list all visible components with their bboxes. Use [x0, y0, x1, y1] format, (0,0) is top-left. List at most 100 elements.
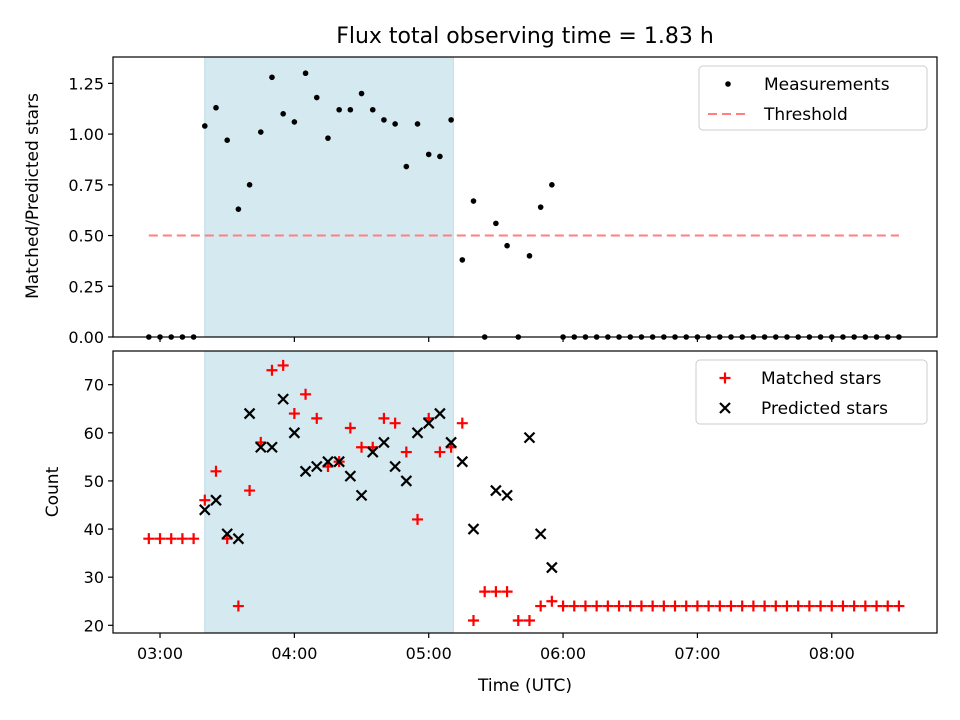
- matched-stars-point: [468, 614, 479, 626]
- matched-stars-point: [602, 600, 614, 612]
- predicted-stars-point: [355, 489, 368, 502]
- matched-stars-point: [456, 417, 468, 429]
- matched-stars-point: [501, 586, 513, 598]
- measurement-point: [224, 137, 230, 143]
- matched-stars-point: [680, 600, 692, 612]
- measurement-point: [381, 117, 387, 123]
- predicted-stars-point: [378, 436, 390, 449]
- matched-stars-point: [165, 533, 177, 545]
- matched-stars-point: [356, 441, 368, 453]
- predicted-stars-point: [411, 427, 424, 439]
- matched-stars-point: [770, 600, 782, 612]
- matched-stars-point: [277, 359, 289, 371]
- measurement-point: [302, 70, 309, 77]
- measurement-point: [347, 106, 354, 113]
- legend-box: [698, 65, 928, 131]
- plot-frame: [112, 56, 938, 338]
- matched-stars-point: [232, 600, 244, 612]
- predicted-stars-point: [199, 504, 211, 516]
- y-tick-label: 0.50: [68, 227, 104, 246]
- legend-marker-matched: [719, 372, 731, 384]
- measurement-point: [392, 121, 398, 127]
- measurement-point: [235, 206, 242, 212]
- matched-stars-point: [658, 600, 670, 612]
- plot-frame: [112, 350, 938, 634]
- legend-label: Predicted stars: [761, 399, 888, 419]
- matched-stars-point: [792, 600, 804, 612]
- measurement-point: [493, 220, 499, 227]
- matched-stars-point: [568, 600, 580, 612]
- matched-stars-point: [871, 600, 883, 612]
- x-tick-label: 07:00: [674, 644, 720, 663]
- predicted-stars-point: [288, 427, 301, 439]
- matched-stars-point: [893, 600, 905, 612]
- measurement-point: [280, 111, 286, 117]
- predicted-stars-point: [243, 407, 256, 420]
- matched-stars-point: [747, 600, 759, 612]
- predicted-stars-point: [523, 431, 536, 444]
- observing-window-span: [204, 56, 454, 338]
- matched-stars-point: [412, 513, 424, 525]
- matched-stars-point: [288, 408, 300, 420]
- measurement-point: [403, 163, 410, 170]
- matched-stars-point: [781, 600, 793, 612]
- matched-stars-point: [803, 600, 815, 612]
- predicted-stars-point: [221, 528, 233, 540]
- matched-stars-point: [635, 600, 647, 612]
- matched-stars-point: [624, 600, 636, 612]
- matched-stars-point: [579, 600, 591, 612]
- predicted-stars-point: [490, 484, 502, 497]
- measurement-point: [358, 90, 365, 97]
- legend-box: [695, 359, 928, 425]
- matched-stars-point: [546, 595, 558, 607]
- legend-label: Threshold: [763, 105, 848, 125]
- matched-stars-point: [300, 388, 312, 400]
- predicted-stars-point: [255, 441, 267, 454]
- matched-stars-point: [591, 600, 603, 612]
- legend-marker-measurements: [725, 81, 731, 87]
- chart-title: Flux total observing time = 1.83 h: [336, 24, 714, 49]
- matched-stars-point: [199, 494, 211, 506]
- matched-stars-point: [266, 364, 278, 376]
- matched-stars-point: [143, 533, 155, 545]
- y-tick-label: 0.00: [68, 328, 104, 347]
- matched-stars-point: [613, 600, 625, 612]
- measurement-point: [437, 153, 443, 160]
- y-tick-label: 1.25: [68, 74, 104, 93]
- predicted-stars-point: [310, 460, 323, 473]
- matched-stars-point: [479, 586, 491, 598]
- matched-stars-point: [669, 600, 681, 612]
- matched-stars-point: [389, 417, 401, 429]
- matched-stars-point: [837, 600, 849, 612]
- measurement-point: [470, 198, 477, 204]
- y-tick-label: 50: [84, 472, 104, 491]
- measurement-point: [313, 94, 320, 101]
- predicted-stars-point: [322, 455, 334, 468]
- matched-stars-point: [490, 586, 502, 598]
- measurement-point: [459, 257, 466, 263]
- matched-stars-point: [154, 533, 166, 545]
- y-tick-label: 30: [84, 568, 104, 587]
- star-count-panel: 20 30 40 50 60 70 03:00 04:00 05:00 06:00 07:00 08:…: [84, 350, 938, 663]
- matched-stars-point: [188, 533, 200, 545]
- matched-stars-point: [882, 600, 894, 612]
- measurement-point: [369, 106, 376, 113]
- measurement-point: [504, 242, 510, 249]
- measurement-point: [549, 182, 555, 188]
- x-tick-label: 05:00: [406, 644, 452, 663]
- matched-stars-point: [815, 600, 827, 612]
- predicted-stars-point: [456, 455, 469, 468]
- measurement-point: [325, 135, 331, 141]
- matched-stars-point: [535, 600, 547, 612]
- predicted-stars-point: [534, 528, 547, 540]
- y-axis-label-top: Matched/Predicted stars: [23, 93, 43, 299]
- observing-window-span: [204, 350, 454, 634]
- matched-stars-point: [378, 412, 390, 424]
- predicted-stars-point: [266, 441, 278, 454]
- predicted-stars-point: [277, 393, 289, 405]
- x-tick-label: 03:00: [137, 644, 183, 663]
- predicted-stars-point: [389, 460, 401, 473]
- predicted-stars-point: [546, 561, 558, 574]
- predicted-stars-point: [501, 489, 513, 502]
